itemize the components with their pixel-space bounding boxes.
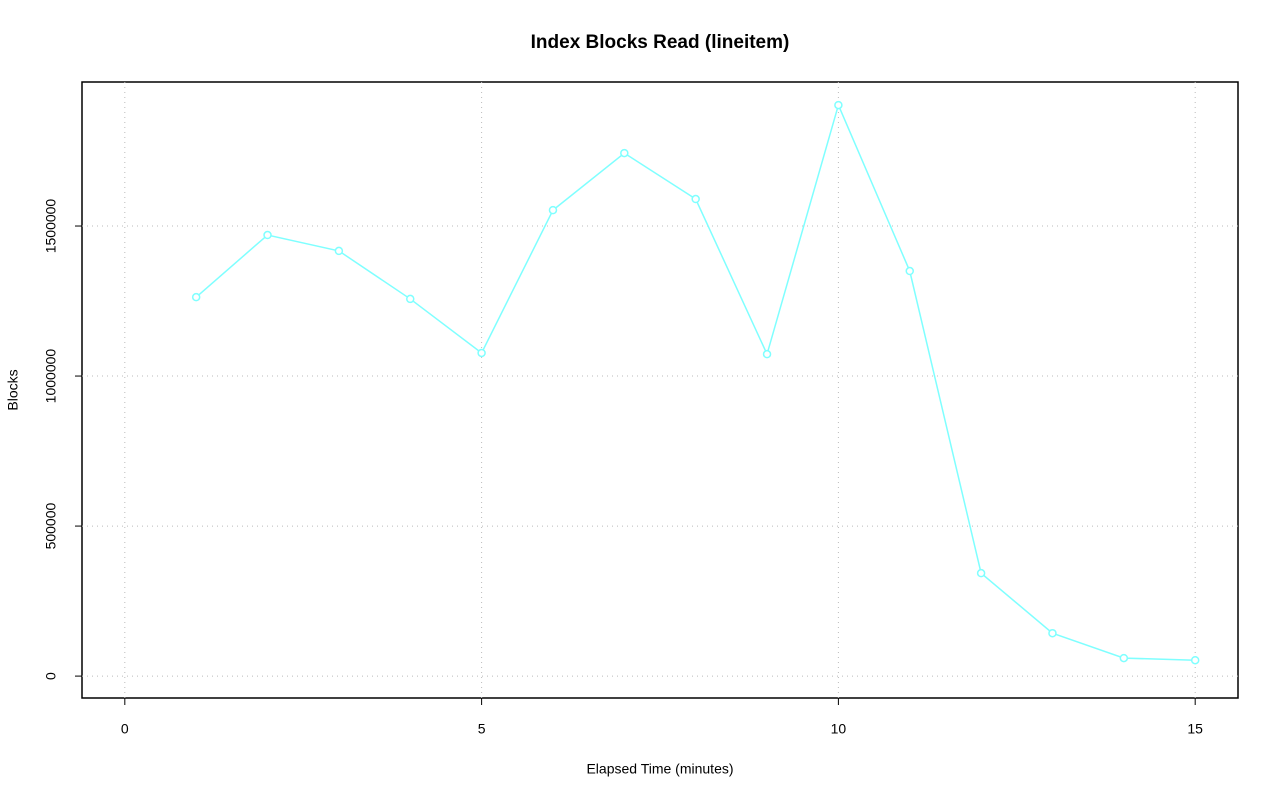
data-point xyxy=(191,292,201,302)
plot-frame xyxy=(81,81,1239,699)
data-point xyxy=(477,348,486,358)
y-tick-label: 1500000 xyxy=(43,199,59,254)
y-tick-label: 1000000 xyxy=(43,349,59,404)
x-tick-label: 5 xyxy=(478,721,486,737)
data-line xyxy=(195,102,1196,661)
data-point xyxy=(1119,653,1129,663)
x-tick-label: 15 xyxy=(1187,721,1203,737)
data-point xyxy=(762,349,772,359)
data-point xyxy=(1048,628,1057,638)
y-axis-label: Blocks xyxy=(5,369,21,410)
y-tick-label: 500000 xyxy=(43,503,59,550)
chart-title: Index Blocks Read (lineitem) xyxy=(531,32,790,53)
x-tick-label: 0 xyxy=(121,721,129,737)
data-point xyxy=(334,246,344,256)
y-tick-label: 0 xyxy=(43,672,59,680)
data-point xyxy=(548,205,558,215)
data-point xyxy=(263,230,272,240)
data-point xyxy=(620,148,629,158)
data-point xyxy=(691,194,700,204)
data-point xyxy=(834,100,843,110)
data-point xyxy=(405,294,415,304)
data-point xyxy=(905,266,915,276)
x-tick-label: 10 xyxy=(831,721,847,737)
data-point xyxy=(1190,655,1200,665)
data-point xyxy=(976,568,986,578)
x-axis-label: Elapsed Time (minutes) xyxy=(586,761,733,777)
